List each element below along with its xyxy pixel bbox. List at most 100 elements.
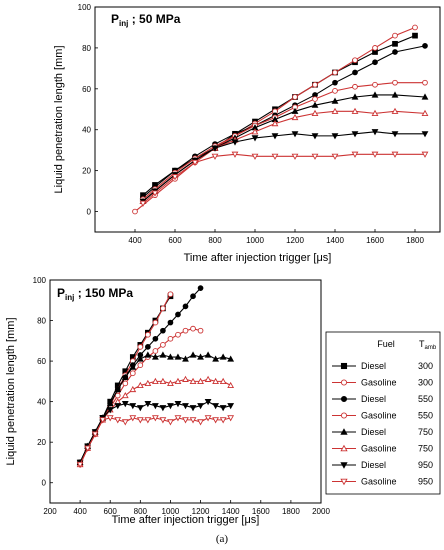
data-point [371,91,379,98]
data-point [144,351,152,358]
data-point [144,417,152,424]
data-point [204,351,212,358]
legend-fuel: Diesel [361,460,386,470]
data-point [352,83,358,90]
y-tick-label: 0 [42,479,47,488]
data-point [332,69,338,76]
data-point [412,32,418,39]
data-point [197,377,204,384]
data-point [144,379,152,387]
data-point [227,381,235,389]
data-point [197,285,204,291]
data-point [84,445,92,452]
data-point [167,319,174,326]
data-point [291,153,299,160]
data-point [121,391,129,399]
data-point [106,400,114,407]
data-point [129,415,137,422]
data-point [151,190,159,197]
legend-marker [340,412,348,419]
data-point [211,153,219,160]
legend-entry: Diesel 550 [332,394,433,404]
y-tick-label: 20 [82,167,91,176]
data-point [331,97,339,104]
data-point [227,415,235,422]
plot-frame [94,6,441,233]
x-tick-label: 600 [104,507,118,516]
data-point [167,403,174,410]
legend-temp: 550 [418,394,433,404]
data-point [139,200,147,207]
panel-title-sub: inj [65,293,74,302]
data-point [219,353,227,360]
data-point [291,131,299,138]
series-line [142,131,425,202]
legend-marker [340,444,348,452]
panel-title-rest: ; 50 MPa [128,12,180,26]
data-point [332,79,338,86]
data-point [129,370,136,377]
data-point [151,377,159,384]
data-point [121,373,129,380]
x-tick-label: 400 [128,236,142,245]
y-tick-label: 80 [37,317,46,326]
legend-fuel: Diesel [361,394,386,404]
series-diesel-950 [76,399,235,467]
data-point [391,107,399,114]
y-tick-label: 100 [33,276,47,285]
data-point [122,380,129,387]
data-point [144,401,152,408]
data-point [271,120,279,127]
legend-entry: Diesel 950 [332,460,433,470]
data-point [351,107,359,114]
data-point [292,94,298,100]
data-point [204,375,212,382]
data-point [219,417,227,424]
y-tick-label: 80 [82,44,91,53]
legend-temp: 950 [418,477,433,487]
data-point [167,419,174,426]
x-axis-label: Time after injection trigger [μs] [112,514,260,526]
data-point [160,342,166,348]
data-point [422,43,428,49]
legend-temp: 750 [418,427,433,437]
data-point [332,88,338,94]
data-point [129,385,137,393]
data-point [391,91,399,98]
data-point [129,363,137,370]
panel-title-main: P [57,286,65,300]
legend-temp: 300 [418,361,433,371]
series-gasoline-950 [76,415,235,469]
x-tick-label: 1200 [286,236,304,245]
data-point [331,107,339,114]
legend-fuel: Diesel [361,361,386,371]
data-point [311,101,319,108]
y-tick-label: 40 [82,126,91,135]
legend-marker [340,395,348,403]
plot-frame [49,279,322,504]
data-point [174,353,182,360]
data-point [219,377,227,384]
data-point [190,293,196,300]
data-point [271,133,279,140]
x-tick-label: 200 [43,507,57,516]
data-point [421,131,429,138]
legend-entry: Gasoline 550 [332,411,433,421]
data-point [175,331,181,338]
data-point [421,109,429,116]
series-line [79,417,231,465]
y-tick-label: 60 [82,85,91,94]
data-point [391,131,399,138]
data-point [160,305,166,312]
data-point [211,145,219,152]
data-point [311,153,319,160]
y-axis-label: Liquid penetration length [mm] [53,46,65,194]
legend-entry: Gasoline 950 [332,477,433,487]
legend-entry: Gasoline 750 [332,444,433,454]
data-point [371,109,379,116]
data-point [231,151,239,158]
data-point [331,133,339,140]
data-point [392,79,398,86]
x-tick-label: 1600 [252,507,270,516]
